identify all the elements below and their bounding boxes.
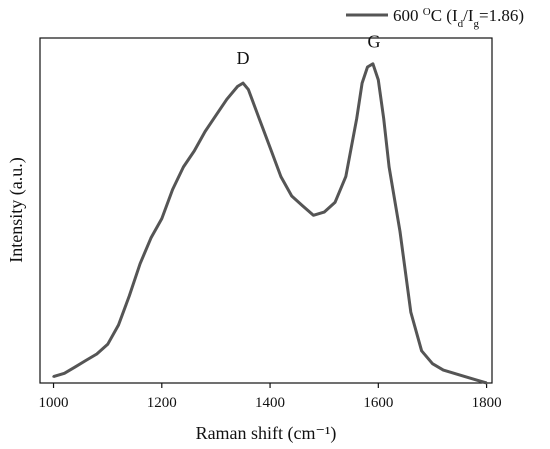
data-point-0-9: [149, 236, 153, 240]
data-point-0-41: [452, 372, 456, 375]
data-point-0-31: [366, 65, 369, 69]
data-point-0-7: [128, 294, 131, 298]
data-point-0-1: [63, 372, 66, 375]
data-point-0-38: [420, 349, 423, 352]
peak-label-d: D: [236, 48, 249, 68]
x-tick-label-1: 1200: [147, 395, 177, 411]
data-point-0-4: [95, 352, 99, 356]
legend-slash: /I: [463, 6, 474, 25]
legend-main: 600: [393, 6, 423, 25]
data-point-0-39: [431, 362, 434, 365]
data-point-0-15: [214, 114, 218, 117]
data-point-0-26: [323, 210, 326, 214]
data-point-0-2: [74, 365, 77, 369]
data-point-0-36: [398, 230, 402, 233]
data-point-0-14: [203, 130, 207, 133]
data-point-0-35: [387, 165, 391, 169]
data-point-0-29: [355, 117, 358, 120]
data-point-0-34: [382, 117, 385, 120]
x-tick-label-4: 1800: [472, 395, 502, 411]
x-tick-label-0: 1000: [39, 395, 69, 411]
data-point-0-33: [377, 78, 380, 82]
data-point-0-37: [409, 310, 412, 314]
data-point-0-24: [301, 204, 304, 207]
peak-label-g: G: [367, 32, 380, 52]
x-tick-label-2: 1400: [255, 395, 285, 411]
data-point-0-22: [279, 175, 283, 178]
data-point-0-42: [463, 375, 467, 378]
legend-rest: C (I: [431, 6, 458, 25]
y-axis-title: Intensity (a.u.): [6, 157, 27, 262]
annotations: DG: [236, 32, 380, 68]
data-point-0-8: [138, 262, 142, 265]
x-axis-ticks: 1000 1200 1400 1600 1800: [39, 383, 502, 411]
data-point-0-16: [225, 98, 228, 101]
x-axis-title: Raman shift (cm⁻¹): [196, 423, 337, 444]
series-group: [52, 62, 488, 385]
data-point-0-19: [247, 88, 250, 91]
legend-sub-g: g: [474, 18, 480, 30]
data-point-0-21: [268, 146, 272, 149]
data-point-0-40: [442, 368, 445, 372]
data-point-0-20: [258, 117, 261, 120]
legend: 600 OC (Id/Ig=1.86): [346, 6, 524, 30]
data-point-0-13: [193, 149, 196, 153]
data-point-0-30: [360, 81, 364, 85]
legend-tail: =1.86): [479, 6, 524, 25]
x-tick-label-3: 1600: [363, 395, 393, 411]
data-point-0-43: [474, 378, 477, 381]
data-point-0-12: [182, 165, 185, 169]
data-point-0-0: [52, 375, 55, 378]
data-point-0-27: [333, 201, 337, 204]
data-point-0-25: [312, 214, 315, 217]
data-point-0-17: [236, 85, 239, 88]
legend-text: 600 OC (Id/Ig=1.86): [393, 6, 524, 30]
data-point-0-11: [171, 188, 174, 191]
data-point-0-32: [371, 62, 375, 65]
data-point-0-3: [84, 359, 88, 362]
data-point-0-10: [160, 217, 163, 220]
data-point-0-18: [241, 81, 245, 85]
plot-frame: [39, 37, 493, 384]
data-point-0-5: [106, 343, 109, 346]
data-point-0-6: [117, 323, 120, 327]
legend-sup: O: [423, 6, 431, 18]
data-point-0-23: [290, 194, 293, 198]
data-point-0-28: [344, 175, 347, 178]
data-point-0-44: [485, 381, 488, 385]
legend-sub-d: d: [458, 18, 464, 30]
series-line-0: [53, 62, 488, 385]
